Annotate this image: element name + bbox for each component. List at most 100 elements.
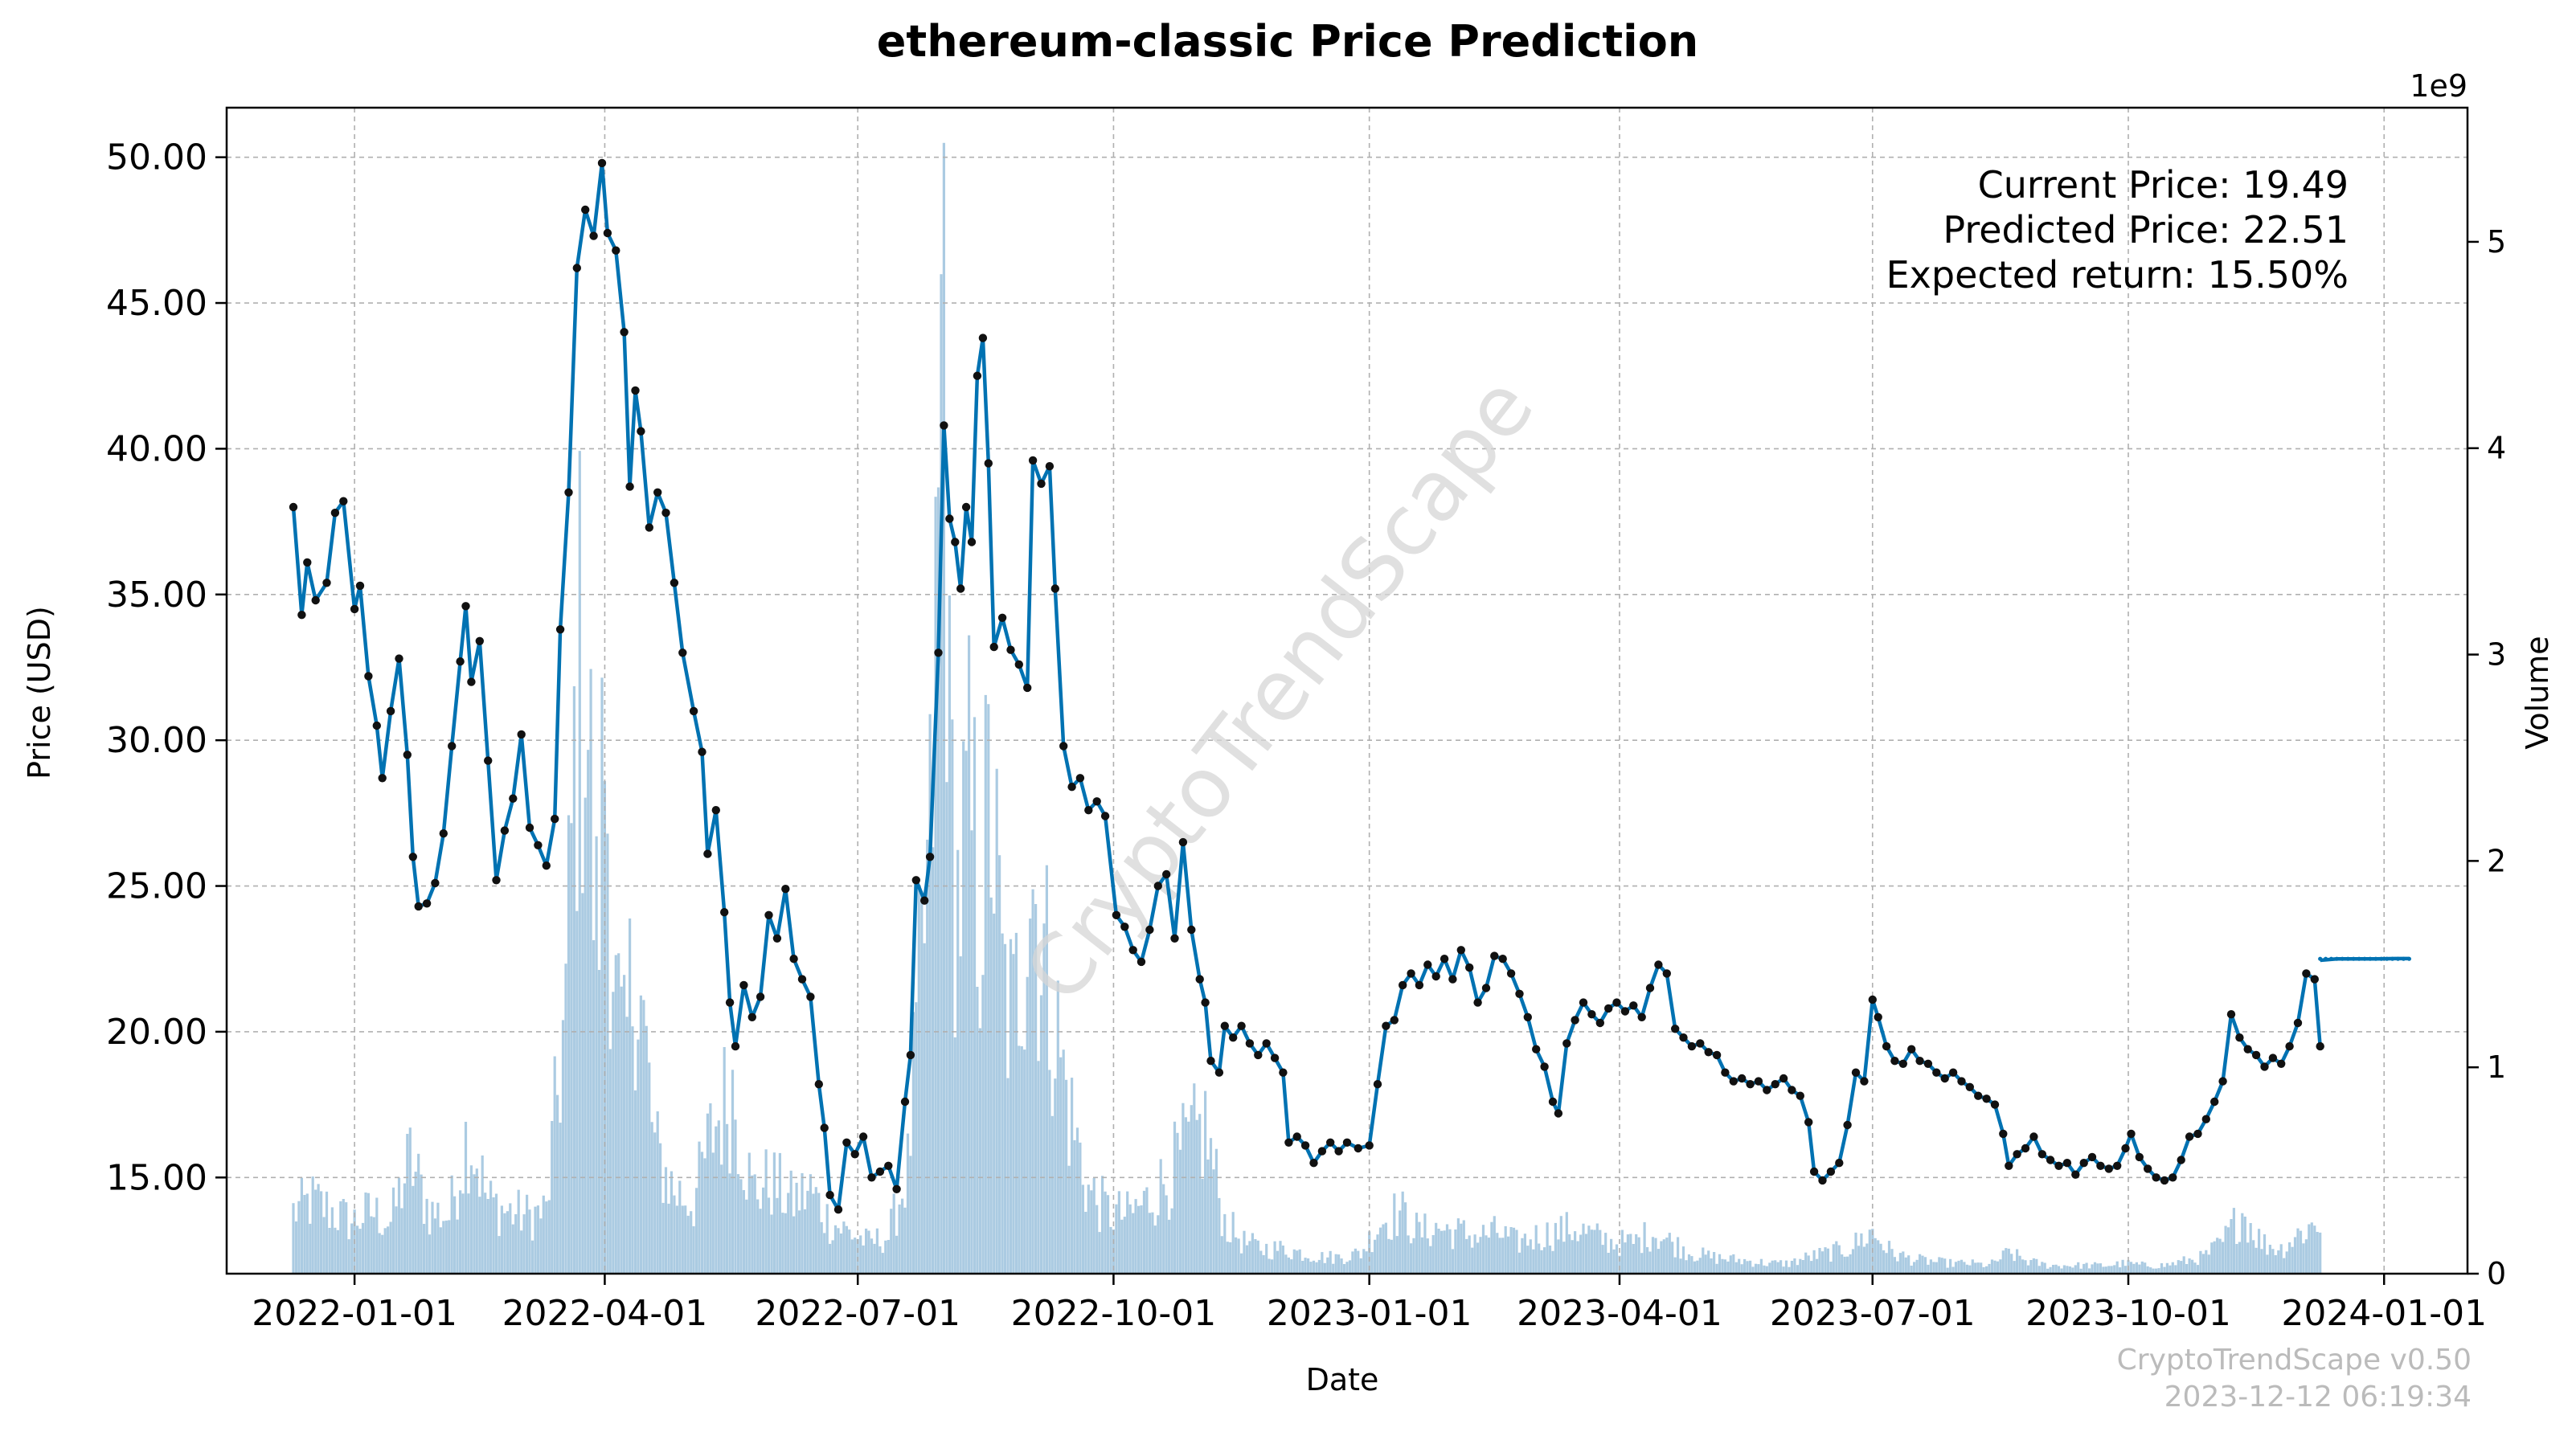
volume-bar [1334, 1254, 1337, 1274]
volume-bar [1548, 1246, 1552, 1274]
volume-bar [1390, 1239, 1393, 1274]
volume-bar [572, 686, 575, 1274]
price-marker [698, 747, 706, 756]
prediction-marker [2390, 956, 2395, 961]
volume-bar [1568, 1234, 1571, 1274]
volume-bar [661, 1202, 665, 1274]
y2-tick-label: 3 [2487, 637, 2506, 673]
volume-bar [1184, 1117, 1187, 1274]
volume-bar [336, 1229, 339, 1274]
price-marker [1868, 995, 1877, 1004]
volume-bar [751, 1175, 754, 1274]
volume-bar [2235, 1244, 2238, 1274]
prediction-marker [2334, 956, 2339, 961]
volume-bar [884, 1240, 887, 1274]
volume-bar [1587, 1225, 1591, 1274]
volume-bar [1759, 1258, 1763, 1274]
price-marker [956, 584, 965, 593]
volume-bar [1771, 1260, 1774, 1274]
price-marker [408, 853, 417, 861]
volume-bar [1801, 1260, 1804, 1274]
volume-bar [2041, 1262, 2044, 1274]
volume-bar [367, 1193, 370, 1274]
price-marker [2235, 1033, 2244, 1042]
volume-bar [926, 839, 929, 1274]
volume-bar [2196, 1265, 2200, 1274]
volume-bar [2096, 1263, 2099, 1274]
volume-bar [2037, 1266, 2041, 1274]
price-marker [739, 980, 748, 990]
volume-bar [764, 1149, 768, 1274]
volume-bar [1968, 1265, 1972, 1274]
price-marker [1721, 1068, 1730, 1077]
price-marker [1334, 1147, 1343, 1156]
y-tick-label: 20.00 [106, 1012, 207, 1053]
volume-bar [1843, 1256, 1846, 1274]
volume-bar [612, 992, 615, 1274]
volume-bar [1538, 1243, 1541, 1274]
volume-bar [334, 1227, 337, 1274]
volume-bar [653, 1132, 657, 1274]
volume-bar [1090, 1190, 1093, 1274]
volume-bar [1153, 1225, 1157, 1274]
volume-bar [1515, 1229, 1518, 1274]
volume-bar [2062, 1265, 2066, 1274]
volume-bar [1468, 1235, 1471, 1274]
volume-bar [1420, 1237, 1423, 1274]
volume-bar [314, 1189, 317, 1274]
price-marker [2260, 1062, 2269, 1071]
volume-bar [433, 1218, 436, 1274]
volume-bar [1357, 1250, 1360, 1274]
volume-bar [2129, 1262, 2133, 1274]
volume-bar [745, 1199, 748, 1274]
volume-bar [1157, 1215, 1160, 1274]
price-marker [456, 657, 465, 666]
volume-bar [792, 1216, 796, 1274]
price-marker [1270, 1053, 1280, 1062]
volume-bar [2308, 1224, 2311, 1274]
volume-bar [798, 1210, 801, 1274]
volume-bar [1554, 1222, 1557, 1274]
volume-bar [1281, 1246, 1284, 1274]
price-marker [1473, 998, 1482, 1007]
volume-bar [2177, 1260, 2180, 1274]
price-marker [2029, 1132, 2038, 1141]
price-marker [661, 509, 670, 518]
volume-bar [478, 1197, 481, 1274]
price-marker [1317, 1147, 1327, 1156]
volume-bar [1198, 1114, 1202, 1274]
price-marker [884, 1161, 893, 1171]
volume-bar [898, 1204, 901, 1274]
volume-bar [703, 1158, 706, 1274]
volume-bar [1943, 1258, 1947, 1274]
volume-bar [1788, 1266, 1791, 1274]
volume-bar [953, 1037, 956, 1274]
price-marker [920, 896, 929, 905]
price-marker [1300, 1141, 1310, 1150]
price-marker [1292, 1132, 1301, 1141]
volume-bar [1599, 1229, 1602, 1274]
volume-bar [2238, 1242, 2241, 1274]
volume-bar [1865, 1243, 1869, 1274]
price-marker [439, 829, 448, 838]
volume-bar [1529, 1239, 1532, 1274]
price-marker [934, 648, 943, 657]
volume-bar [2160, 1263, 2164, 1274]
volume-bar [878, 1246, 882, 1274]
price-marker [2152, 1173, 2160, 1182]
volume-bar [1743, 1258, 1747, 1274]
price-marker [603, 228, 612, 238]
volume-bar [2218, 1238, 2222, 1274]
y2-axis-exponent: 1e9 [2410, 68, 2467, 104]
volume-bar [364, 1193, 367, 1274]
volume-bar [1092, 1178, 1096, 1274]
volume-bar [809, 1174, 812, 1274]
volume-bar [567, 815, 571, 1274]
volume-bar [1212, 1169, 1215, 1274]
volume-bar [756, 1199, 760, 1274]
price-marker [978, 333, 988, 342]
volume-bar [2193, 1262, 2197, 1274]
price-marker [386, 706, 395, 716]
volume-bar [492, 1197, 495, 1274]
volume-bar [1354, 1248, 1357, 1274]
